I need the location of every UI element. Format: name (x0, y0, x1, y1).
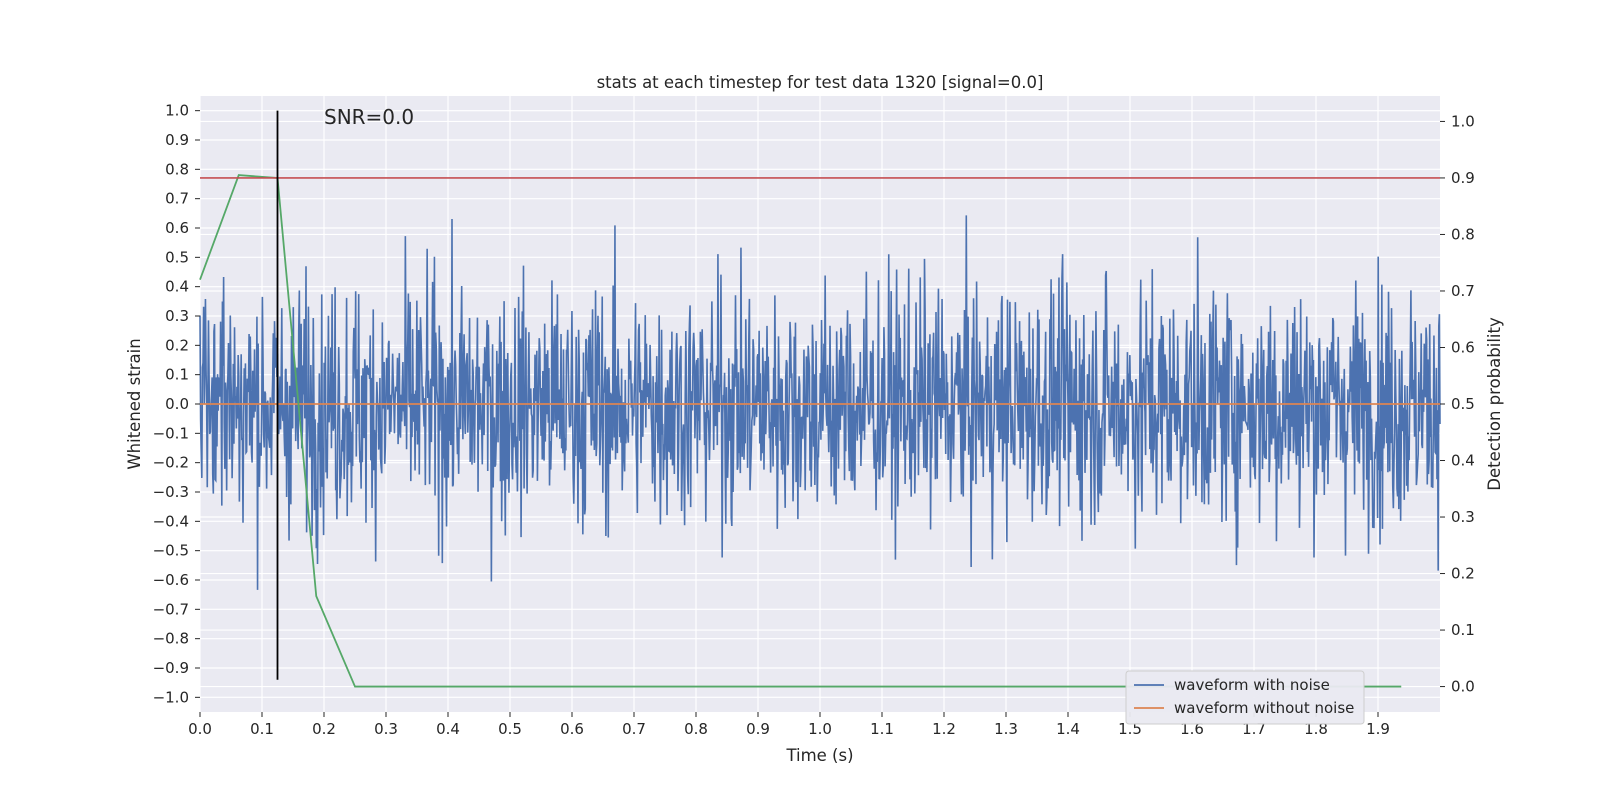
x-tick-label: 0.4 (436, 720, 460, 738)
y-tick-label-left: 0.4 (165, 278, 189, 296)
y-tick-label-right: 0.1 (1451, 621, 1475, 639)
y-tick-label-left: −0.3 (153, 483, 189, 501)
chart-title: stats at each timestep for test data 132… (597, 73, 1044, 92)
x-tick-label: 1.9 (1366, 720, 1390, 738)
x-tick-label: 0.1 (250, 720, 274, 738)
y-ticks-right: 1.0 0.9 0.8 0.7 0.6 0.5 0.4 0.3 0.2 0.1 0.0 (1440, 112, 1475, 696)
x-tick-label: 0.8 (684, 720, 708, 738)
y-tick-label-left: −0.6 (153, 571, 189, 589)
snr-annotation: SNR=0.0 (324, 105, 414, 129)
y-tick-label-right: 0.7 (1451, 282, 1475, 300)
x-tick-label: 1.2 (932, 720, 956, 738)
y-tick-label-left: 0.6 (165, 219, 189, 237)
y-tick-label-left: −0.8 (153, 630, 189, 648)
y-tick-label-right: 0.4 (1451, 452, 1475, 470)
x-tick-label: 0.5 (498, 720, 522, 738)
y-tick-label-right: 0.8 (1451, 225, 1475, 243)
x-axis-label: Time (s) (785, 746, 853, 765)
y-tick-label-left: 0.0 (165, 395, 189, 413)
series-waveform-with-noise (199, 215, 1441, 590)
y-tick-label-left: 0.1 (165, 366, 189, 384)
y-tick-label-right: 1.0 (1451, 112, 1475, 130)
legend: waveform with noise waveform without noi… (1125, 670, 1365, 725)
y-tick-label-left: 0.8 (165, 160, 189, 178)
y-tick-label-left: −0.1 (153, 424, 189, 442)
y-tick-label-left: 1.0 (165, 102, 189, 120)
y-tick-label-right: 0.3 (1451, 508, 1475, 526)
legend-box (1125, 670, 1365, 725)
y-tick-label-left: 0.9 (165, 131, 189, 149)
y-tick-label-left: 0.7 (165, 190, 189, 208)
y-tick-label-right: 0.5 (1451, 395, 1475, 413)
legend-label-waveform-with-noise: waveform with noise (1174, 676, 1330, 694)
y-tick-label-left: −0.2 (153, 454, 189, 472)
x-tick-label: 0.6 (560, 720, 584, 738)
x-tick-label: 0.0 (188, 720, 212, 738)
x-tick-label: 1.1 (870, 720, 894, 738)
y-tick-label-left: 0.3 (165, 307, 189, 325)
x-tick-label: 0.9 (746, 720, 770, 738)
y-tick-label-left: 0.5 (165, 248, 189, 266)
series-detection-probability (199, 174, 1402, 688)
y-tick-label-right: 0.2 (1451, 565, 1475, 583)
y-tick-label-left: −1.0 (153, 688, 189, 706)
y-tick-label-left: −0.5 (153, 542, 189, 560)
x-tick-label: 1.0 (808, 720, 832, 738)
y-tick-label-left: −0.4 (153, 512, 189, 530)
y-ticks-left: 1.0 0.9 0.8 0.7 0.6 0.5 0.4 0.3 0.2 0.1 0.0 −0.1 −0.… (153, 102, 200, 706)
x-tick-label: 1.3 (994, 720, 1018, 738)
y-axis-label-left: Whitened strain (125, 338, 144, 469)
y-tick-label-right: 0.0 (1451, 678, 1475, 696)
x-tick-label: 0.7 (622, 720, 646, 738)
y-tick-label-left: 0.2 (165, 336, 189, 354)
y-tick-label-left: −0.9 (153, 659, 189, 677)
x-tick-label: 1.4 (1056, 720, 1080, 738)
legend-label-waveform-without-noise: waveform without noise (1174, 699, 1354, 717)
y-tick-label-right: 0.9 (1451, 169, 1475, 187)
x-tick-label: 0.2 (312, 720, 336, 738)
y-tick-label-left: −0.7 (153, 600, 189, 618)
x-tick-label: 0.3 (374, 720, 398, 738)
line-detection-probability (199, 174, 1402, 688)
y-axis-label-right: Detection probability (1485, 317, 1504, 491)
line-waveform-with-noise (199, 215, 1441, 590)
y-tick-label-right: 0.6 (1451, 338, 1475, 356)
